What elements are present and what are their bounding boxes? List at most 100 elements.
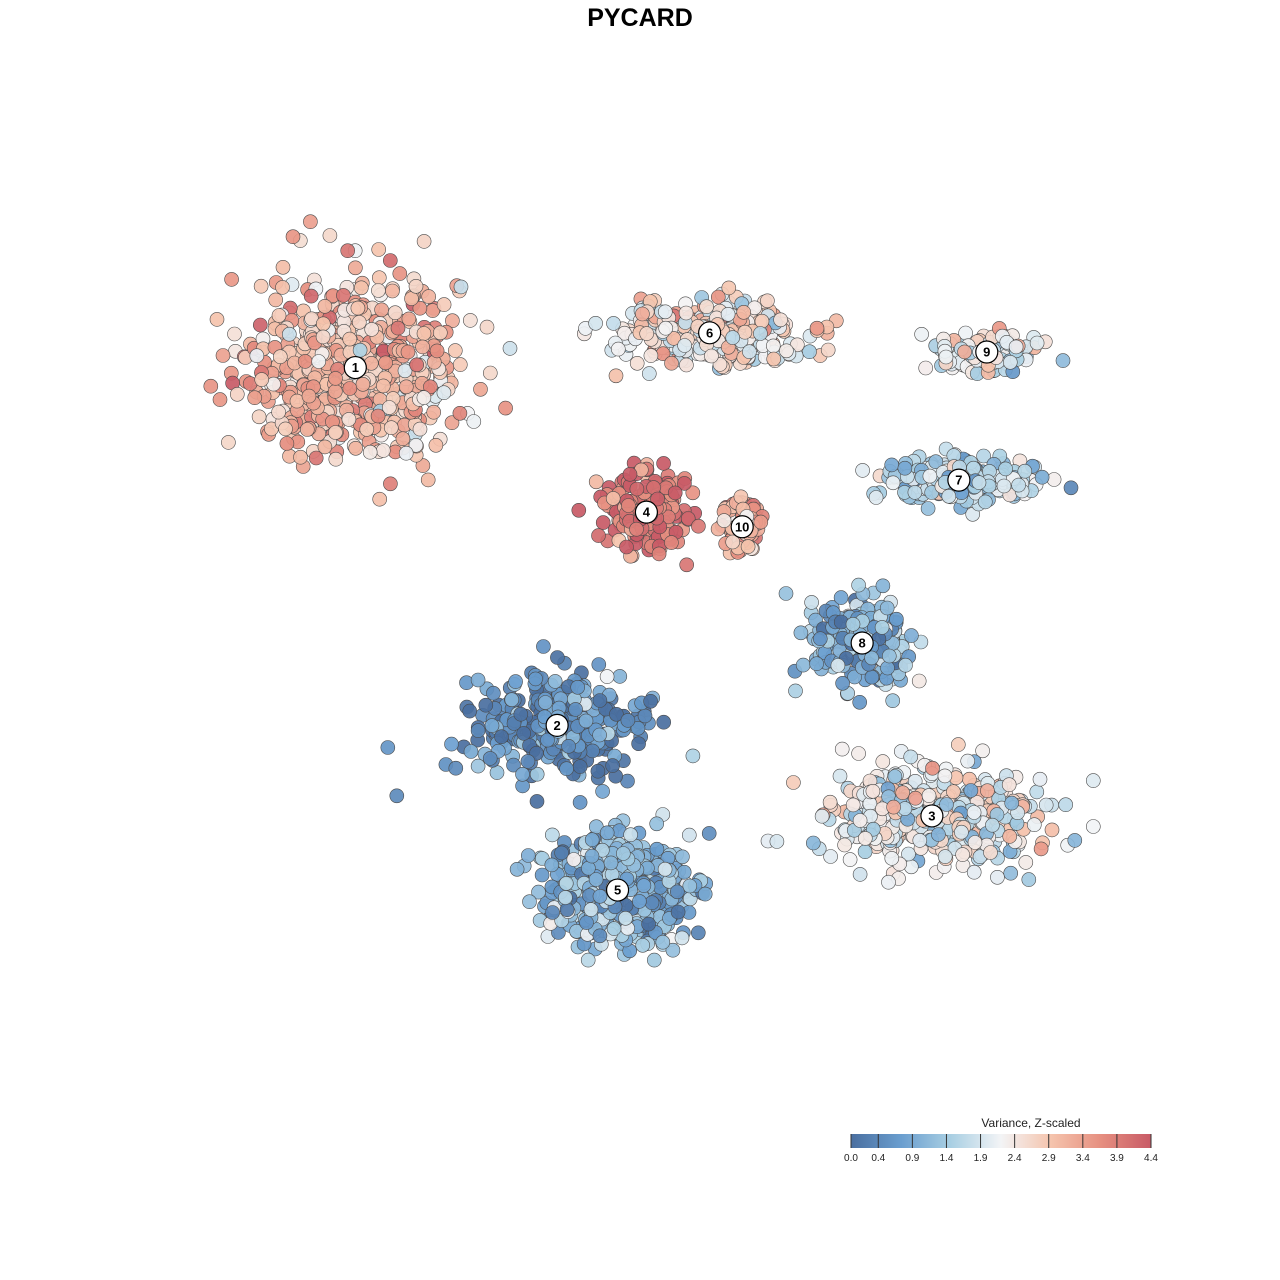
cell-point — [682, 878, 698, 894]
cell-point — [297, 354, 313, 369]
cell-point — [308, 450, 324, 466]
cell-point — [352, 342, 368, 358]
cell-point — [498, 400, 513, 416]
cell-point — [641, 916, 656, 932]
cell-point — [540, 732, 555, 748]
cell-point — [538, 695, 553, 710]
cell-point — [572, 759, 588, 774]
cell-point — [387, 305, 403, 321]
cell-point — [395, 431, 411, 447]
cluster-label-4: 4 — [634, 500, 659, 524]
cell-point — [620, 713, 636, 728]
cell-point — [383, 476, 398, 492]
cluster-label-6: 6 — [698, 321, 722, 345]
cell-point — [603, 855, 619, 871]
cell-point — [416, 390, 432, 405]
cell-point — [1029, 784, 1045, 800]
cluster-label-badge — [850, 631, 874, 655]
cell-point — [845, 797, 861, 813]
cell-point — [502, 341, 518, 356]
cell-point — [221, 435, 236, 450]
cell-point — [931, 827, 946, 842]
cell-point — [957, 344, 972, 360]
cell-point — [971, 475, 987, 490]
cell-point — [908, 790, 923, 806]
cell-point — [436, 385, 452, 401]
cluster-label-text: 9 — [983, 345, 990, 360]
cell-point — [788, 683, 803, 699]
cell-point — [328, 425, 343, 440]
cell-point — [664, 535, 679, 550]
cell-point — [814, 808, 830, 824]
cell-point — [675, 849, 690, 865]
cell-point — [359, 422, 375, 437]
cell-point — [390, 320, 406, 336]
cell-point — [254, 372, 270, 387]
cluster-label-badge — [698, 321, 722, 345]
cell-point — [680, 511, 696, 526]
cell-point — [802, 344, 817, 360]
cell-point — [606, 316, 621, 331]
cell-point — [478, 697, 494, 713]
legend-color-bar — [851, 1134, 1151, 1148]
cell-point — [667, 485, 683, 501]
cell-point — [583, 902, 599, 917]
cell-point — [529, 766, 545, 782]
cluster-label-badge — [343, 355, 367, 380]
cell-point — [765, 338, 781, 354]
cell-point — [665, 942, 681, 958]
cell-point — [328, 451, 344, 467]
cell-point — [879, 600, 895, 616]
cell-point — [946, 784, 961, 800]
cell-point — [674, 930, 690, 946]
cell-point — [636, 878, 652, 893]
cell-point — [678, 305, 694, 321]
cell-point — [311, 354, 327, 369]
cell-point — [868, 490, 884, 505]
cell-point — [1008, 339, 1024, 355]
cell-point — [842, 852, 858, 867]
cell-point — [1002, 354, 1018, 370]
cell-point — [864, 650, 879, 666]
cell-point — [630, 720, 646, 736]
cell-point — [1034, 469, 1050, 485]
cell-point — [847, 669, 862, 685]
cell-point — [341, 412, 357, 427]
cell-point — [720, 306, 736, 322]
cell-point — [685, 748, 701, 764]
cell-point — [404, 291, 419, 306]
cell-point — [914, 326, 929, 342]
cell-point — [655, 934, 671, 950]
legend-tick-label: 1.9 — [974, 1153, 988, 1164]
cell-point — [251, 409, 267, 425]
cell-point — [317, 439, 333, 455]
cell-point — [558, 876, 574, 891]
cell-point — [889, 611, 904, 627]
cell-point — [691, 518, 706, 534]
cell-point — [880, 660, 895, 676]
cell-point — [230, 386, 245, 402]
cell-point — [650, 491, 665, 507]
cell-point — [615, 846, 631, 861]
cell-point — [881, 874, 896, 890]
cell-point — [484, 718, 500, 733]
cell-point — [786, 775, 801, 790]
cell-point — [676, 864, 692, 880]
cell-point — [317, 298, 333, 314]
cell-point — [920, 501, 936, 516]
cell-point — [340, 243, 356, 258]
cell-point — [559, 902, 575, 918]
cell-point — [375, 443, 391, 458]
cluster-label-badge — [947, 468, 971, 492]
cell-point — [550, 650, 565, 665]
cell-point — [528, 671, 543, 687]
cell-point — [570, 679, 586, 695]
cell-point — [795, 657, 811, 673]
cell-point — [584, 848, 600, 864]
cell-point — [632, 894, 647, 909]
cell-point — [591, 657, 607, 672]
cell-point — [1055, 353, 1071, 368]
cell-point — [1002, 829, 1018, 844]
cell-point — [895, 785, 911, 801]
cell-point — [529, 794, 545, 809]
